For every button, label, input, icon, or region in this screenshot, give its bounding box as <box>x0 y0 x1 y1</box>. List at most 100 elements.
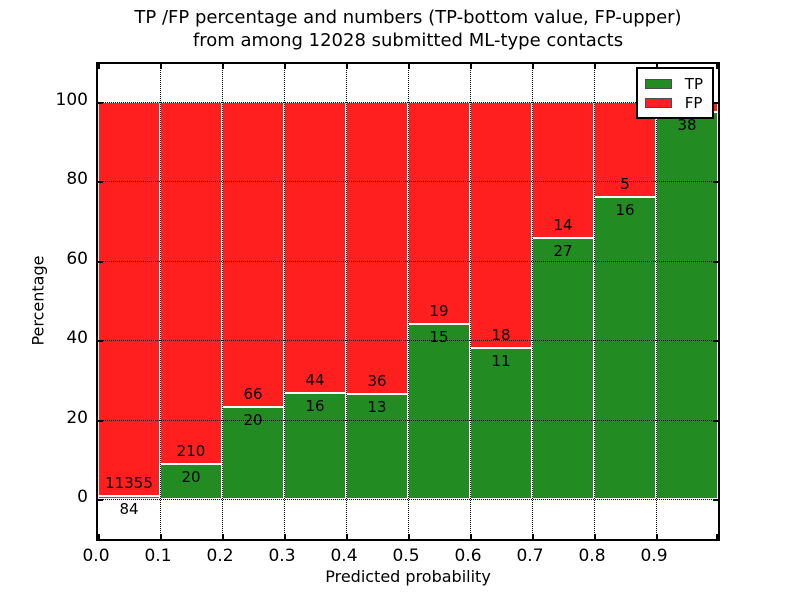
bar-segment-tp <box>160 464 222 499</box>
bar-segment-tp <box>346 393 408 499</box>
bar-segment-fp <box>532 102 594 238</box>
tp-count-label: 15 <box>429 327 449 346</box>
x-tick-label: 0.7 <box>516 546 544 566</box>
v-gridline <box>594 64 595 539</box>
tp-count-label: 20 <box>243 410 263 429</box>
tp-swatch-icon <box>644 78 672 89</box>
grid-layer <box>98 64 718 539</box>
y-tickmark <box>713 260 718 263</box>
y-tick-label: 0 <box>77 487 88 507</box>
y-tick-label: 60 <box>66 248 88 269</box>
x-tickmark <box>470 64 472 69</box>
x-tick-label: 0.8 <box>578 546 606 566</box>
y-tickmark <box>98 102 103 104</box>
x-tick-label: 0.6 <box>454 546 482 566</box>
fp-count-label: 66 <box>243 384 263 403</box>
bars-layer <box>98 64 718 539</box>
x-tickmark <box>594 534 596 539</box>
y-tickmark <box>713 181 718 184</box>
bar-labels-layer: 1135584210206620441636131915181114275161… <box>98 64 718 539</box>
fp-count-label: 44 <box>305 371 325 390</box>
y-tickmark <box>98 340 103 343</box>
x-tickmark <box>346 64 348 69</box>
y-tickmark <box>98 260 103 263</box>
tp-count-label: 13 <box>367 397 387 416</box>
x-tickmark <box>160 534 162 539</box>
y-tickmark <box>98 181 103 184</box>
y-tick-label: 20 <box>66 407 88 428</box>
fp-count-label: 11355 <box>105 474 153 493</box>
fp-swatch-icon <box>644 97 672 108</box>
x-tick-label: 0.0 <box>82 546 110 566</box>
y-tick-label: 100 <box>55 90 88 110</box>
x-tickmark <box>594 64 596 69</box>
plot-area: 1135584210206620441636131915181114275161… <box>96 62 720 541</box>
fp-count-label: 18 <box>491 326 511 345</box>
v-gridline <box>470 64 471 539</box>
tp-count-label: 16 <box>615 200 635 219</box>
y-tick-label: 40 <box>66 328 88 349</box>
x-tickmark <box>716 534 718 539</box>
bar-segment-tp <box>532 237 594 499</box>
x-tickmark <box>222 64 224 69</box>
v-gridline <box>346 64 347 539</box>
bar-segment-fp <box>284 102 346 394</box>
y-tick-label: 80 <box>66 169 88 190</box>
y-tickmark <box>713 419 718 422</box>
axis-ticks-layer <box>98 64 718 539</box>
bar-segment-fp <box>346 102 408 394</box>
tp-count-label: 11 <box>491 352 511 371</box>
x-tickmark <box>98 64 100 69</box>
y-tickmark <box>713 340 718 343</box>
x-tickmark <box>98 534 100 539</box>
v-gridline <box>656 64 657 539</box>
v-gridline <box>222 64 223 539</box>
tp-count-label: 38 <box>677 116 697 135</box>
tp-count-label: 16 <box>305 397 325 416</box>
x-tick-label: 0.1 <box>144 546 172 566</box>
bar-segment-tp <box>594 196 656 499</box>
v-gridline <box>160 64 161 539</box>
legend-label-tp: TP <box>684 74 703 93</box>
x-tick-label: 0.5 <box>392 546 420 566</box>
bar-segment-fp <box>98 102 160 497</box>
x-tick-label: 0.4 <box>330 546 358 566</box>
legend-item-fp: FP <box>644 93 703 112</box>
bar-segment-tp <box>656 112 718 499</box>
bar-segment-fp <box>222 102 284 407</box>
x-tickmark <box>532 534 534 539</box>
y-tickmark <box>98 419 103 422</box>
fp-count-label: 36 <box>367 371 387 390</box>
x-tickmark <box>284 534 286 539</box>
x-tickmark <box>284 64 286 69</box>
x-tickmark <box>532 64 534 69</box>
x-tickmark <box>716 64 718 69</box>
x-tick-label: 0.9 <box>640 546 668 566</box>
x-tickmark <box>656 534 658 539</box>
bar-segment-tp <box>408 323 470 499</box>
y-tickmark <box>713 499 718 501</box>
x-tickmark <box>408 64 410 69</box>
bar-segment-tp <box>98 496 160 499</box>
legend-item-tp: TP <box>644 74 703 93</box>
v-gridline <box>408 64 409 539</box>
x-tickmark <box>408 534 410 539</box>
fp-count-label: 14 <box>553 215 573 234</box>
x-tickmark <box>346 534 348 539</box>
tp-count-label: 27 <box>553 241 573 260</box>
x-tick-label: 0.3 <box>268 546 296 566</box>
bar-segment-tp <box>284 393 346 499</box>
y-axis-label: Percentage <box>28 255 48 346</box>
chart-title-line1: TP /FP percentage and numbers (TP-bottom… <box>134 7 682 28</box>
bar-segment-tp <box>470 348 532 499</box>
x-tickmark <box>656 64 658 69</box>
x-tick-label: 0.2 <box>206 546 234 566</box>
x-tickmark <box>160 64 162 69</box>
x-axis-label: Predicted probability <box>325 567 491 586</box>
v-gridline <box>532 64 533 539</box>
v-gridline <box>284 64 285 539</box>
legend-label-fp: FP <box>684 93 703 112</box>
tp-count-label: 84 <box>119 500 139 519</box>
tp-count-label: 20 <box>181 468 201 487</box>
